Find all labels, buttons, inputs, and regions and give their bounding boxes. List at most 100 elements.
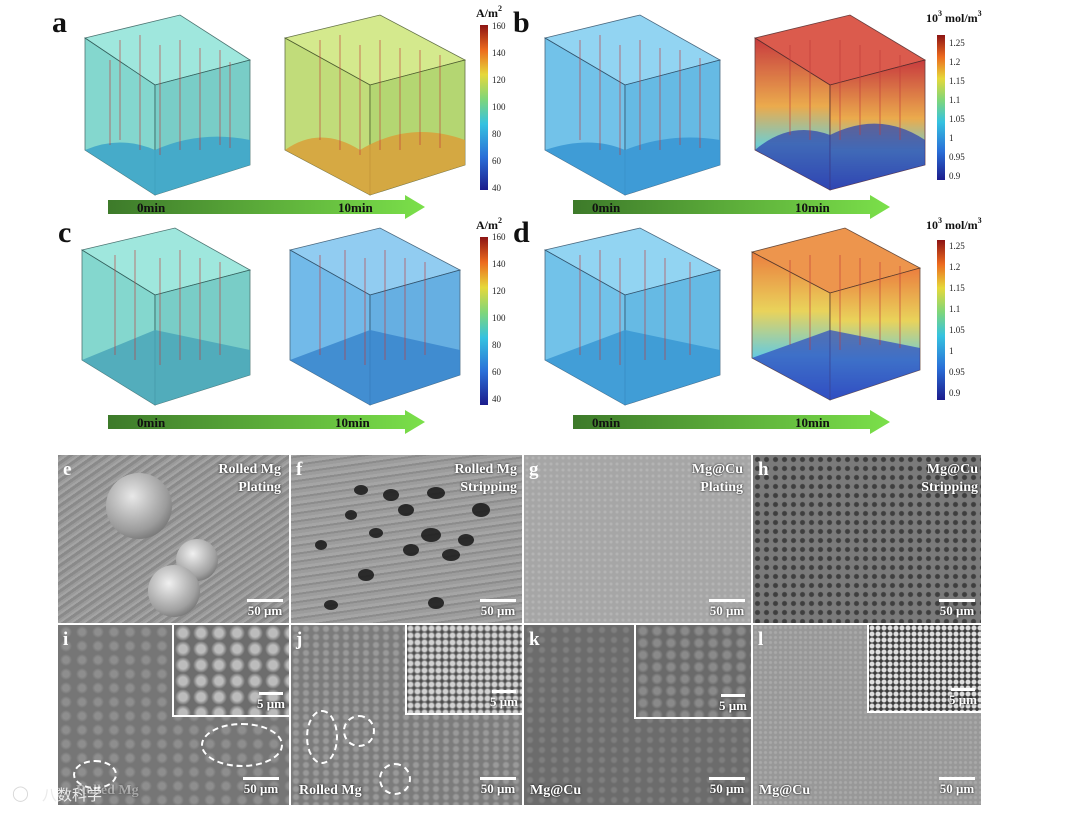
- arrow-d-start: 0min: [592, 415, 621, 430]
- corner-label-l: Mg@Cu: [759, 783, 811, 798]
- panel-a: 0min 10min A/m2 160 140 120 100 80 60 40: [84, 4, 506, 219]
- svg-text:1.2: 1.2: [949, 262, 960, 272]
- deposit-particle: [106, 473, 172, 539]
- cube-b-10min: [753, 14, 927, 191]
- watermark-logo-icon: ◯: [12, 784, 29, 802]
- arrow-a-end: 10min: [338, 200, 373, 215]
- arrow-c-end: 10min: [335, 415, 370, 430]
- arrow-c: 0min 10min: [108, 410, 425, 434]
- panel-b: 0min 10min 103 mol/m3 1.25 1.2 1.15 1.1 …: [543, 9, 982, 219]
- corner-label-j: Rolled Mg: [299, 783, 362, 798]
- arrow-b: 0min 10min: [573, 195, 890, 219]
- inset-j: 5 μm: [405, 625, 522, 715]
- panel-label-f: f: [296, 459, 303, 480]
- svg-text:0.9: 0.9: [949, 388, 961, 398]
- sem-panel-f: f Rolled Mg Stripping 50 μm: [291, 455, 522, 623]
- panel-label-g: g: [529, 459, 539, 480]
- svg-text:40: 40: [492, 394, 502, 404]
- svg-text:1.25: 1.25: [949, 241, 965, 251]
- cube-d-10min: [750, 227, 922, 401]
- arrow-d-end: 10min: [795, 415, 830, 430]
- svg-text:60: 60: [492, 156, 502, 166]
- svg-text:1.05: 1.05: [949, 325, 965, 335]
- colorbar-a: A/m2 160 140 120 100 80 60 40: [476, 4, 506, 193]
- svg-text:0.95: 0.95: [949, 152, 965, 162]
- colorbar-c: A/m2 160 140 120 100 80 60 40: [476, 216, 506, 405]
- deposit-particle: [148, 565, 200, 617]
- svg-text:160: 160: [492, 232, 506, 242]
- watermark-text: 八数科学: [42, 786, 103, 804]
- arrow-a-start: 0min: [137, 200, 166, 215]
- svg-text:1.05: 1.05: [949, 114, 965, 124]
- scale-bar-g: 50 μm: [709, 599, 745, 619]
- panel-label-h: h: [758, 459, 769, 480]
- arrow-a: 0min 10min: [108, 195, 425, 219]
- highlight-ellipse: [73, 760, 117, 789]
- svg-text:140: 140: [492, 48, 506, 58]
- colorbar-a-unit: A/m2: [476, 4, 502, 20]
- panel-label-d: d: [513, 216, 530, 249]
- scale-bar-l: 50 μm: [939, 777, 975, 797]
- inset-k: 5 μm: [634, 625, 751, 719]
- svg-text:160: 160: [492, 21, 506, 31]
- sem-panel-i: 5 μm i Rolled Mg 50 μm: [58, 625, 289, 805]
- sem-title-g: Mg@Cu Plating: [691, 462, 743, 495]
- stripping-pits: [315, 485, 490, 610]
- svg-text:0.9: 0.9: [949, 171, 961, 181]
- svg-text:80: 80: [492, 129, 502, 139]
- arrow-b-start: 0min: [592, 200, 621, 215]
- scale-bar-j: 50 μm: [480, 777, 516, 797]
- sem-panel-k: 5 μm k Mg@Cu 50 μm: [524, 625, 751, 805]
- svg-text:60: 60: [492, 367, 502, 377]
- panel-label-k: k: [529, 629, 540, 650]
- colorbar-b-unit: 103 mol/m3: [926, 9, 982, 25]
- sem-panel-l: 5 μm l Mg@Cu 50 μm: [753, 625, 981, 805]
- arrow-d: 0min 10min: [573, 410, 890, 434]
- highlight-ellipse: [343, 715, 375, 747]
- sem-title-e: Rolled Mg Plating: [218, 462, 281, 495]
- cube-d-0min: [543, 227, 722, 406]
- corner-label-k: Mg@Cu: [530, 783, 582, 798]
- scale-bar-e: 50 μm: [247, 599, 283, 619]
- panel-label-c: c: [58, 216, 72, 249]
- highlight-ellipse: [201, 723, 283, 767]
- inset-i: 5 μm: [172, 625, 289, 717]
- sem-title-f: Rolled Mg Stripping: [454, 462, 517, 495]
- colorbar-c-unit: A/m2: [476, 216, 502, 232]
- panel-label-j: j: [296, 629, 303, 650]
- panel-d: 0min 10min 103 mol/m3 1.25 1.2 1.15 1.1 …: [543, 216, 982, 434]
- sem-panel-e: e Rolled Mg Plating 50 μm: [58, 455, 289, 623]
- svg-text:1.1: 1.1: [949, 95, 960, 105]
- panel-label-b: b: [513, 6, 530, 39]
- svg-text:140: 140: [492, 259, 506, 269]
- panel-c: 0min 10min A/m2 160 140 120 100 80 60 40: [80, 216, 506, 434]
- cube-a-10min: [283, 14, 467, 196]
- svg-text:100: 100: [492, 102, 506, 112]
- scale-bar-f: 50 μm: [480, 599, 516, 619]
- simulation-figure: 0min 10min A/m2 160 140 120 100 80 60 40: [80, 4, 982, 434]
- cube-c-10min: [288, 227, 462, 406]
- sem-panel-h: h Mg@Cu Stripping 50 μm: [753, 455, 981, 623]
- svg-text:1: 1: [949, 133, 954, 143]
- colorbar-d-unit: 103 mol/m3: [926, 216, 982, 232]
- inset-scale-i: 5 μm: [257, 692, 285, 712]
- svg-text:1.1: 1.1: [949, 304, 960, 314]
- cube-b-0min: [543, 14, 722, 196]
- inset-l: 5 μm: [867, 625, 981, 713]
- svg-text:1.15: 1.15: [949, 76, 965, 86]
- colorbar-d: 103 mol/m3 1.25 1.2 1.15 1.1 1.05 1 0.95…: [926, 216, 982, 400]
- svg-text:80: 80: [492, 340, 502, 350]
- svg-text:120: 120: [492, 75, 506, 85]
- svg-text:100: 100: [492, 313, 506, 323]
- panel-label-a: a: [52, 6, 67, 39]
- arrow-b-end: 10min: [795, 200, 830, 215]
- highlight-ellipse: [306, 710, 338, 764]
- corner-label-i: Rolled Mg: [76, 783, 139, 798]
- cube-a-0min: [84, 14, 251, 196]
- cube-c-0min: [80, 227, 252, 406]
- scale-bar-i: 50 μm: [243, 777, 279, 797]
- inset-scale-l: 5 μm: [949, 688, 977, 708]
- svg-text:0.95: 0.95: [949, 367, 965, 377]
- inset-scale-k: 5 μm: [719, 694, 747, 714]
- svg-text:1.25: 1.25: [949, 38, 965, 48]
